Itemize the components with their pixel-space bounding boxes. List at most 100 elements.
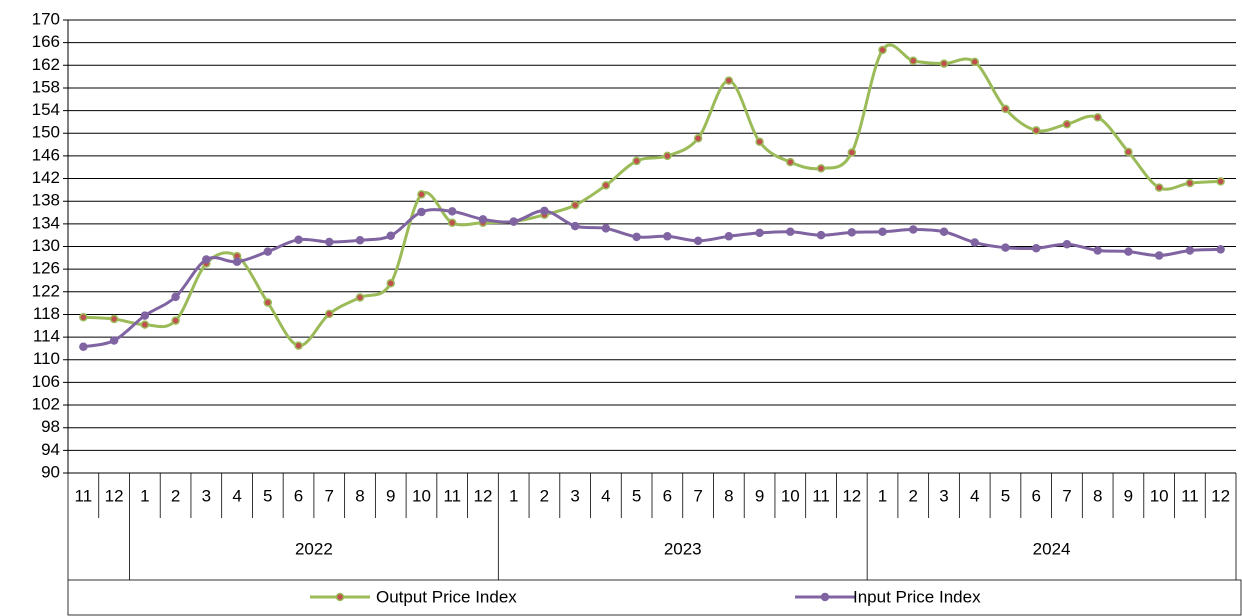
x-tick-label: 10: [412, 486, 431, 505]
x-tick-label: 2: [540, 486, 549, 505]
group-label: 2024: [1033, 539, 1071, 558]
x-tick-label: 9: [755, 486, 764, 505]
x-tick-label: 6: [294, 486, 303, 505]
point-marker: [1001, 104, 1010, 114]
point-marker: [447, 218, 457, 227]
y-tick-label: 146: [32, 145, 60, 164]
x-tick-label: 10: [781, 486, 800, 505]
y-tick-label: 142: [32, 168, 60, 187]
x-tick-label: 1: [509, 486, 518, 505]
point-marker: [693, 236, 703, 246]
point-marker: [755, 137, 764, 146]
x-tick-label: 12: [473, 486, 492, 505]
x-tick-label: 10: [1150, 486, 1169, 505]
x-tick-label: 4: [601, 486, 610, 505]
point-marker: [970, 238, 979, 247]
x-tick-label: 6: [1031, 486, 1040, 505]
point-marker: [786, 157, 795, 167]
x-tick-label: 11: [1181, 486, 1199, 505]
point-marker: [847, 228, 857, 237]
y-tick-label: 158: [32, 77, 60, 96]
point-marker: [970, 57, 979, 67]
x-tick-label: 12: [842, 486, 861, 505]
point-marker: [878, 227, 887, 237]
x-tick-label: 8: [355, 486, 364, 505]
point-marker: [355, 293, 365, 302]
legend-box: [67, 579, 1242, 616]
x-tick-label: 3: [202, 486, 211, 505]
point-marker: [171, 292, 180, 302]
y-tick-label: 102: [32, 395, 60, 414]
y-tick-label: 114: [33, 327, 60, 346]
point-marker: [140, 320, 150, 329]
group-label: 2023: [664, 539, 702, 558]
point-marker: [816, 164, 826, 173]
y-tick-label: 150: [32, 123, 60, 142]
point-marker: [1062, 239, 1072, 249]
point-marker: [1185, 178, 1195, 188]
point-marker: [263, 298, 273, 307]
x-tick-label: 12: [1211, 486, 1230, 505]
point-marker: [1093, 246, 1102, 255]
point-marker: [1216, 177, 1225, 186]
point-marker: [909, 56, 918, 66]
point-marker: [171, 316, 180, 325]
x-tick-label: 3: [570, 486, 579, 505]
point-marker: [939, 227, 949, 237]
legend-label: Input Price Index: [853, 587, 981, 606]
point-marker: [79, 313, 88, 322]
point-marker: [939, 59, 949, 68]
legend-marker: [820, 592, 830, 602]
point-marker: [386, 279, 395, 288]
point-marker: [601, 224, 611, 233]
y-tick-label: 154: [32, 100, 60, 119]
point-marker: [816, 230, 826, 240]
y-tick-label: 162: [32, 55, 60, 74]
point-marker: [1216, 245, 1225, 254]
y-tick-label: 106: [32, 372, 60, 391]
x-tick-label: 3: [939, 486, 948, 505]
point-marker: [140, 311, 150, 320]
point-marker: [632, 156, 641, 166]
x-tick-label: 8: [1093, 486, 1102, 505]
y-tick-label: 94: [41, 440, 60, 459]
point-marker: [232, 257, 242, 267]
point-marker: [1093, 113, 1102, 122]
point-marker: [355, 236, 365, 245]
y-tick-label: 110: [33, 349, 60, 368]
point-marker: [109, 336, 119, 345]
point-marker: [847, 148, 857, 157]
y-tick-label: 90: [41, 462, 60, 481]
x-tick-label: 7: [693, 486, 702, 505]
point-marker: [724, 76, 734, 85]
point-marker: [663, 232, 672, 241]
point-marker: [1031, 126, 1041, 135]
x-tick-label: 12: [105, 486, 124, 505]
point-marker: [202, 255, 211, 264]
x-tick-label: 5: [632, 486, 641, 505]
point-marker: [447, 207, 457, 216]
x-tick-label: 2: [909, 486, 918, 505]
x-tick-label: 7: [325, 486, 334, 505]
point-marker: [1062, 119, 1072, 129]
legend-label: Output Price Index: [376, 587, 517, 606]
y-tick-label: 130: [32, 236, 60, 255]
point-marker: [1124, 147, 1133, 157]
point-marker: [1124, 247, 1133, 256]
point-marker: [693, 134, 703, 143]
point-marker: [909, 225, 918, 234]
x-tick-label: 11: [812, 486, 830, 505]
x-tick-label: 11: [443, 486, 461, 505]
x-tick-label: 1: [140, 486, 149, 505]
point-marker: [663, 151, 672, 161]
point-marker: [263, 247, 273, 256]
point-marker: [786, 227, 795, 237]
point-marker: [386, 231, 395, 240]
y-tick-label: 170: [32, 9, 60, 28]
x-tick-label: 8: [724, 486, 733, 505]
x-tick-label: 11: [75, 486, 93, 505]
point-marker: [724, 232, 734, 241]
group-label: 2022: [295, 539, 333, 558]
point-marker: [601, 181, 611, 190]
